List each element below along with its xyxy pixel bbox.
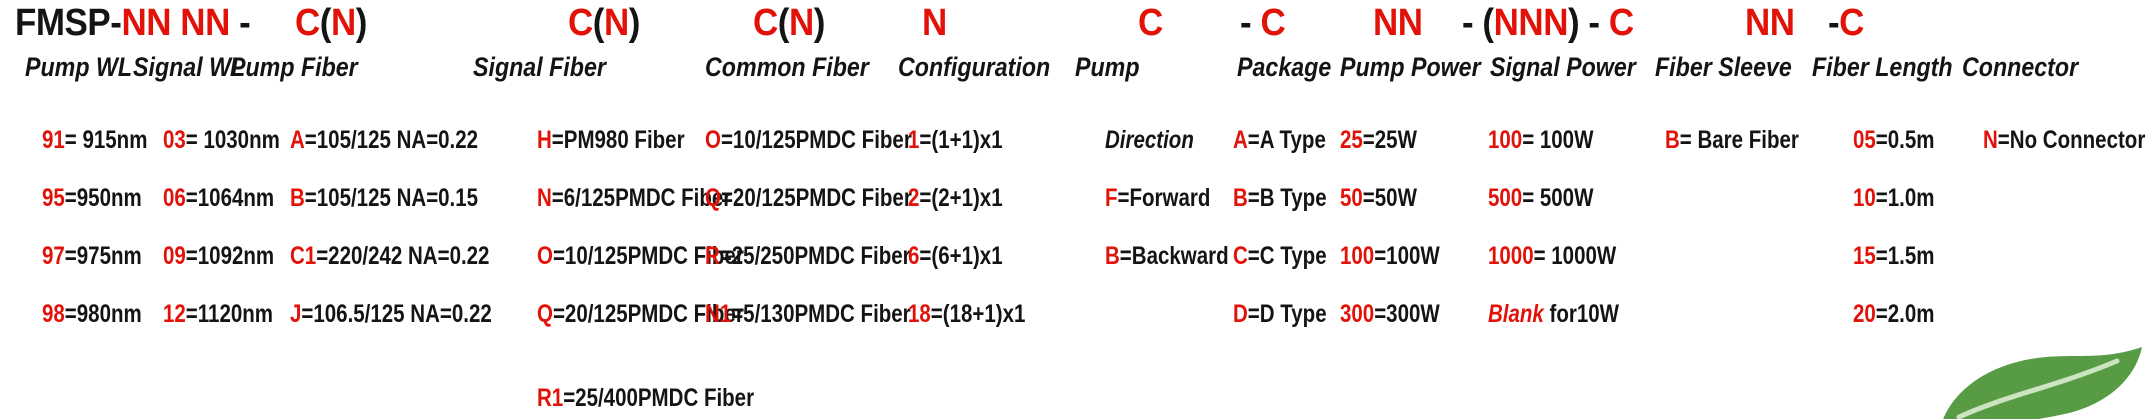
code-item: 100 = 100W: [1488, 125, 1594, 154]
header-pump-wl: Pump WL: [25, 52, 133, 82]
code-item: B =B Type: [1233, 183, 1327, 212]
code-item: A =A Type: [1233, 125, 1326, 154]
code-item: 300 =300W: [1340, 299, 1440, 328]
code-item: J =106.5/125 NA=0.22: [290, 299, 492, 328]
code-item: N =6/125PMDC Fiber: [537, 183, 732, 212]
column-fiber-sleeve-items: B = Bare Fiber: [1665, 111, 1828, 169]
header-connector: Connector: [1962, 52, 2079, 82]
code-item: Blank for10W: [1488, 299, 1620, 328]
code-item: 98 =980nm: [42, 299, 142, 328]
pn-fiber-length-code: NN: [1745, 2, 1795, 44]
code-item: 05 =0.5m: [1853, 125, 1935, 154]
pn-prefix-and-wl: FMSP-NN NN -: [15, 2, 260, 44]
column-signal-wl-items: 03 = 1030nm 06 =1064nm 09 =1092nm 12 =1120nm: [163, 111, 305, 343]
column-package-items: A =A Type B =B Type C =C Type D =D Type: [1233, 111, 1347, 343]
pn-signal-fiber-code: C(N): [568, 2, 640, 44]
code-item: 97 =975nm: [42, 241, 142, 270]
code-item: 2 =(2+1)x1: [908, 183, 1003, 212]
code-item: 50 =50W: [1340, 183, 1417, 212]
code-item: 03 = 1030nm: [163, 125, 280, 154]
header-pump: Pump: [1075, 52, 1140, 82]
header-signal-wl: Signal WL: [133, 52, 246, 82]
pn-connector-code: -C: [1828, 2, 1864, 44]
code-item: 1000 = 1000W: [1488, 241, 1617, 270]
code-item: 100 =100W: [1340, 241, 1440, 270]
code-item: O =10/125PMDC Fiber: [705, 125, 912, 154]
header-common-fiber: Common Fiber: [705, 52, 869, 82]
header-package: Package: [1237, 52, 1332, 82]
code-item: 12 =1120nm: [163, 299, 274, 328]
code-item: 06 =1064nm: [163, 183, 275, 212]
code-item: 6 =(6+1)x1: [908, 241, 1003, 270]
column-fiber-length-items: 05 =0.5m 10 =1.0m 15 =1.5m 20 =2.0m: [1853, 111, 1952, 343]
code-item: 18 =(18+1)x1: [908, 299, 1026, 328]
column-common-fiber-items: O =10/125PMDC Fiber Q =20/125PMDC Fiber R =25…: [705, 111, 957, 343]
header-configuration: Configuration: [898, 52, 1051, 82]
code-item: N =No Connector: [1983, 125, 2146, 154]
pn-package-code: - C: [1240, 2, 1286, 44]
code-item: O =10/125PMDC Fiber: [537, 241, 744, 270]
code-item: Q =20/125PMDC Fiber: [537, 299, 744, 328]
header-pump-fiber: Pump Fiber: [230, 52, 358, 82]
pn-pump-fiber-code: C(N): [295, 2, 367, 44]
code-item: 20 =2.0m: [1853, 299, 1935, 328]
code-item: 09 =1092nm: [163, 241, 275, 270]
pn-pump-power-code: NN: [1373, 2, 1423, 44]
column-pump-fiber-items: A =105/125 NA=0.22 B =105/125 NA=0.15 C1 =220…: [290, 111, 536, 343]
code-item: F =Forward: [1105, 183, 1211, 212]
code-item: 1 =(1+1)x1: [908, 125, 1003, 154]
code-item: Direction: [1105, 125, 1194, 154]
column-pump-power-items: 25 =25W 50 =50W 100 =100W 300 =300W: [1340, 111, 1462, 343]
leaf-logo-icon: [1943, 347, 2142, 419]
header-fiber-length: Fiber Length: [1812, 52, 1953, 82]
code-item: C =C Type: [1233, 241, 1327, 270]
code-item: B =105/125 NA=0.15: [290, 183, 479, 212]
code-item: H =PM980 Fiber: [537, 125, 685, 154]
code-item: 500 = 500W: [1488, 183, 1594, 212]
code-item: D =D Type: [1233, 299, 1327, 328]
pn-common-fiber-code: C(N): [753, 2, 825, 44]
code-item: 15 =1.5m: [1853, 241, 1935, 270]
column-signal-power-items: 100 = 100W 500 = 500W 1000 = 1000W Blank for10…: [1488, 111, 1648, 343]
code-item: 25 =25W: [1340, 125, 1417, 154]
header-fiber-sleeve: Fiber Sleeve: [1655, 52, 1792, 82]
code-item: 95 =950nm: [42, 183, 142, 212]
column-configuration-items: 1 =(1+1)x1 2 =(2+1)x1 6 =(6+1)x1 18 =(18+1)x1: [908, 111, 1051, 343]
pn-pump-code: C: [1138, 2, 1163, 44]
column-pump-wl-items: 91 = 915nm 95 =950nm 97 =975nm 98 =980nm: [42, 111, 171, 343]
header-pump-power: Pump Power: [1340, 52, 1481, 82]
header-signal-fiber: Signal Fiber: [473, 52, 606, 82]
code-item: B =Backward: [1105, 241, 1229, 270]
column-signal-fiber-items: H =PM980 Fiber N =6/125PMDC Fiber O =10/125PM…: [537, 111, 802, 419]
code-item: 91 = 915nm: [42, 125, 148, 154]
column-connector-items: N =No Connector: [1983, 111, 2151, 169]
pn-configuration-code: N: [922, 2, 947, 44]
code-item: R1 =25/400PMDC Fiber: [537, 383, 755, 412]
code-item: A =105/125 NA=0.22: [290, 125, 479, 154]
column-pump-items: Direction F =Forward B =Backward: [1105, 111, 1256, 285]
code-item: 10 =1.0m: [1853, 183, 1935, 212]
code-item: C1 =220/242 NA=0.22: [290, 241, 490, 270]
header-signal-power: Signal Power: [1490, 52, 1636, 82]
code-item: R =25/250PMDC Fiber: [705, 241, 911, 270]
pn-signal-power-sleeve-code: - (NNN) - C: [1462, 2, 1634, 44]
code-item: Q =20/125PMDC Fiber: [705, 183, 912, 212]
code-item: N1 =5/130PMDC Fiber: [705, 299, 911, 328]
code-item: B = Bare Fiber: [1665, 125, 1799, 154]
